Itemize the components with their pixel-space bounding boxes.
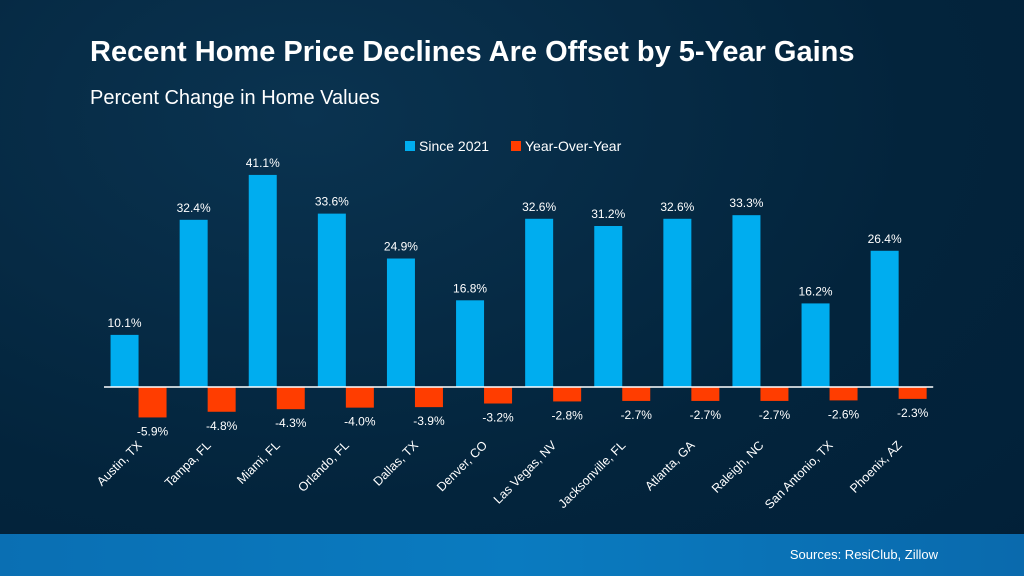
bar-since-2021: [179, 219, 208, 387]
legend-swatch: [405, 141, 415, 151]
category-label: Las Vegas, NV: [491, 438, 560, 507]
data-label: -3.9%: [413, 414, 445, 428]
bar-year-over-year: [414, 387, 443, 408]
data-label: -2.8%: [551, 408, 583, 422]
bar-since-2021: [663, 218, 692, 387]
data-label: 32.4%: [177, 201, 211, 215]
footer-band: Sources: ResiClub, Zillow: [0, 534, 1024, 576]
legend-label: Since 2021: [419, 138, 489, 154]
data-label: -2.7%: [690, 408, 722, 422]
chart-title: Recent Home Price Declines Are Offset by…: [90, 36, 855, 68]
category-label: Denver, CO: [434, 438, 490, 494]
data-label: -3.2%: [482, 411, 514, 425]
category-label: Phoenix, AZ: [847, 438, 905, 496]
data-label: -5.9%: [137, 424, 169, 438]
data-label: 24.9%: [384, 240, 418, 254]
data-label: 41.1%: [246, 156, 280, 170]
category-label: San Antonio, TX: [762, 438, 836, 512]
bar-year-over-year: [207, 387, 236, 412]
data-label: -2.6%: [828, 407, 860, 421]
category-label: Austin, TX: [94, 438, 145, 489]
bar-year-over-year: [553, 387, 582, 402]
bar-since-2021: [456, 300, 485, 387]
bar-chart: Since 2021 Year-Over-Year 10.1% -5.9%Austin…: [94, 138, 929, 512]
bar-since-2021: [110, 334, 139, 387]
bar-year-over-year: [345, 387, 374, 408]
data-label: 16.8%: [453, 281, 487, 295]
data-label: 32.6%: [522, 200, 556, 214]
data-label: 26.4%: [868, 232, 902, 246]
bar-since-2021: [732, 215, 761, 387]
data-label: 33.6%: [315, 195, 349, 209]
data-label: 31.2%: [591, 207, 625, 221]
source-note: Sources: ResiClub, Zillow: [789, 547, 938, 562]
data-label: -4.0%: [344, 415, 376, 429]
bar-since-2021: [386, 258, 415, 387]
legend-swatch: [511, 141, 521, 151]
bar-year-over-year: [760, 387, 789, 401]
bar-since-2021: [525, 218, 554, 387]
chart-subtitle: Percent Change in Home Values: [90, 87, 380, 109]
bar-since-2021: [801, 303, 830, 387]
category-label: Miami, FL: [234, 438, 283, 487]
data-label: -2.7%: [621, 408, 653, 422]
data-label: 33.3%: [729, 196, 763, 210]
bar-year-over-year: [829, 387, 858, 401]
bar-year-over-year: [484, 387, 513, 404]
data-label: 16.2%: [799, 284, 833, 298]
data-label: 10.1%: [108, 316, 142, 330]
bar-since-2021: [870, 250, 899, 387]
bar-since-2021: [248, 174, 277, 387]
category-label: Orlando, FL: [295, 438, 352, 495]
legend-label: Year-Over-Year: [525, 138, 622, 154]
data-label: -2.3%: [897, 406, 929, 420]
category-label: Raleigh, NC: [709, 438, 767, 496]
bar-year-over-year: [138, 387, 167, 418]
category-label: Jacksonville, FL: [556, 438, 629, 511]
bar-since-2021: [317, 213, 346, 387]
category-label: Atlanta, GA: [642, 438, 698, 494]
data-label: -4.3%: [275, 416, 307, 430]
bar-year-over-year: [691, 387, 720, 401]
bar-since-2021: [594, 226, 623, 387]
data-label: -2.7%: [759, 408, 791, 422]
category-label: Tampa, FL: [162, 438, 214, 490]
bar-year-over-year: [276, 387, 305, 410]
data-label: 32.6%: [660, 200, 694, 214]
bar-year-over-year: [898, 387, 927, 399]
bar-year-over-year: [622, 387, 651, 401]
data-label: -4.8%: [206, 419, 238, 433]
category-label: Dallas, TX: [371, 438, 422, 489]
